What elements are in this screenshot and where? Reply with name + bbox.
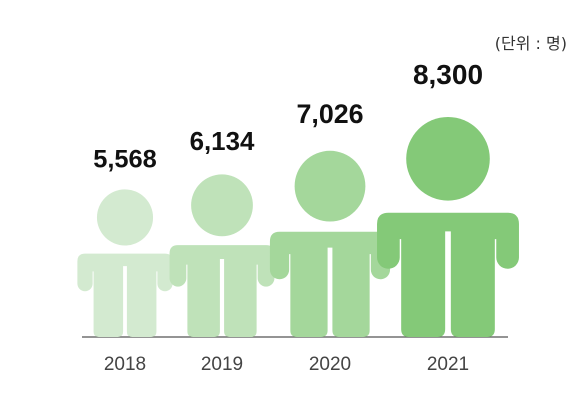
data-label: 5,568	[93, 145, 157, 173]
person-head	[191, 174, 253, 237]
person-body	[77, 253, 173, 337]
person-head	[96, 189, 154, 246]
x-tick-label: 2021	[427, 354, 469, 375]
person-head	[406, 117, 490, 201]
person-icon	[169, 174, 275, 337]
data-label: 6,134	[190, 128, 255, 156]
x-tick-label: 2019	[201, 354, 243, 375]
person-icon	[377, 117, 519, 337]
person-icon	[77, 189, 173, 337]
person-head	[294, 150, 366, 222]
data-label: 8,300	[413, 59, 483, 90]
person-body	[169, 245, 275, 337]
person-body	[377, 212, 519, 337]
x-tick-label: 2018	[104, 354, 146, 375]
person-body	[269, 231, 391, 337]
x-tick-label: 2020	[309, 354, 351, 375]
data-label: 7,026	[296, 99, 363, 129]
person-icon	[269, 150, 391, 337]
unit-label: (단위 : 명)	[494, 34, 567, 53]
